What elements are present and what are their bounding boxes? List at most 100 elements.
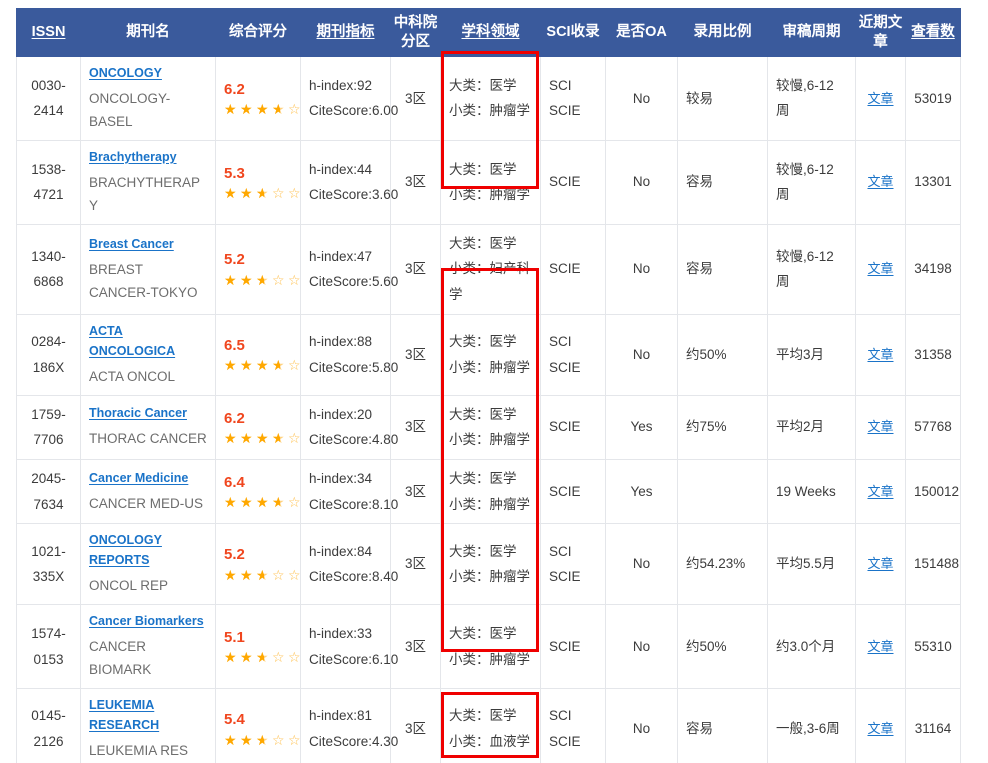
cell-journal-metrics: h-index:33 CiteScore:6.10 bbox=[300, 604, 399, 689]
header-col-journal-name[interactable]: 期刊名 bbox=[80, 8, 216, 57]
cell-issn: 0030-2414 bbox=[16, 56, 81, 141]
cite-score-value: CiteScore:4.80 bbox=[309, 432, 399, 448]
field-major-category: 大类：医学 bbox=[449, 235, 517, 251]
cell-cas-partition: 3区 bbox=[390, 687, 441, 763]
cell-acceptance-rate bbox=[677, 458, 768, 525]
header-col-cas-partition[interactable]: 中科院分区 bbox=[390, 8, 441, 57]
header-col-sci-indexed[interactable]: SCI收录 bbox=[540, 8, 606, 57]
header-col-journal-metrics[interactable]: 期刊指标 bbox=[300, 8, 391, 57]
cell-recent-articles: 文章 bbox=[855, 56, 906, 141]
field-minor-category: 小类：血液学 bbox=[449, 733, 530, 749]
cite-score-value: CiteScore:6.00 bbox=[309, 103, 399, 119]
journal-link[interactable]: Brachytherapy bbox=[89, 149, 177, 164]
cell-is-oa: Yes bbox=[605, 458, 678, 525]
star-icon: ★ ★ bbox=[256, 732, 269, 749]
journal-link[interactable]: Breast Cancer bbox=[89, 236, 174, 251]
field-major-category: 大类：医学 bbox=[449, 625, 517, 641]
cell-overall-score: 6.2★★★★★★★★☆★ bbox=[215, 56, 301, 141]
cite-score-value: CiteScore:4.30 bbox=[309, 733, 399, 749]
h-index-value: h-index:84 bbox=[309, 543, 373, 559]
star-icon: ★ ★ bbox=[224, 567, 237, 584]
header-col-subject-field[interactable]: 学科领域 bbox=[440, 8, 541, 57]
cite-score-value: CiteScore:5.60 bbox=[309, 274, 399, 290]
cell-cas-partition: 3区 bbox=[390, 458, 441, 525]
header-col-recent-articles[interactable]: 近期文章 bbox=[855, 8, 906, 57]
cell-is-oa: No bbox=[605, 56, 678, 141]
table-row: 1340-6868 Breast Cancer BREAST CANCER-TOKY… bbox=[16, 223, 961, 315]
field-major-category: 大类：医学 bbox=[449, 708, 517, 724]
cite-score-value: CiteScore:5.80 bbox=[309, 359, 399, 375]
cell-review-cycle: 约3.0个月 bbox=[767, 604, 856, 689]
header-col-issn[interactable]: ISSN bbox=[16, 8, 81, 57]
h-index-value: h-index:81 bbox=[309, 708, 373, 724]
article-link[interactable]: 文章 bbox=[867, 174, 894, 190]
header-label: 期刊名 bbox=[126, 24, 170, 41]
journal-link[interactable]: ONCOLOGY REPORTS bbox=[89, 533, 162, 568]
article-link[interactable]: 文章 bbox=[867, 483, 894, 499]
cell-overall-score: 5.4★★★★★★☆★☆★ bbox=[215, 687, 301, 763]
cell-subject-field: 大类：医学 小类：肿瘤学 bbox=[440, 139, 541, 225]
star-icon: ☆★ bbox=[288, 186, 301, 203]
header-col-view-count[interactable]: 查看数 bbox=[905, 8, 961, 57]
star-icon: ★ ★ bbox=[240, 732, 253, 749]
header-label: 中科院分区 bbox=[393, 15, 438, 50]
cell-sci-indexed: SCI SCIE bbox=[540, 56, 606, 141]
journal-abbreviation: ACTA ONCOL bbox=[89, 368, 176, 384]
cell-sci-indexed: SCI SCIE bbox=[540, 687, 606, 763]
sci-index-label: SCIE bbox=[549, 261, 581, 277]
cell-view-count: 55310 bbox=[905, 604, 961, 689]
article-link[interactable]: 文章 bbox=[867, 419, 894, 435]
cell-journal-name: Cancer Biomarkers CANCER BIOMARK bbox=[80, 604, 216, 689]
article-link[interactable]: 文章 bbox=[867, 556, 894, 572]
article-link[interactable]: 文章 bbox=[867, 721, 894, 737]
star-icon: ★ ★ bbox=[256, 186, 269, 203]
star-icon: ★ ★ bbox=[224, 272, 237, 289]
star-icon: ★ ★ bbox=[272, 495, 285, 512]
table-row: 1021-335X ONCOLOGY REPORTS ONCOL REP 5.2 ★ ★ ★… bbox=[16, 523, 961, 606]
article-link[interactable]: 文章 bbox=[867, 638, 894, 654]
cell-journal-name: Breast Cancer BREAST CANCER-TOKYO bbox=[80, 223, 216, 315]
article-link[interactable]: 文章 bbox=[867, 90, 894, 106]
cell-sci-indexed: SCIE bbox=[540, 223, 606, 315]
cell-sci-indexed: SCIE bbox=[540, 394, 606, 460]
h-index-value: h-index:33 bbox=[309, 625, 373, 641]
journal-link[interactable]: Cancer Biomarkers bbox=[89, 614, 204, 629]
header-col-review-cycle[interactable]: 审稿周期 bbox=[767, 8, 856, 57]
h-index-value: h-index:34 bbox=[309, 470, 373, 486]
header-col-is-oa[interactable]: 是否OA bbox=[605, 8, 678, 57]
cell-journal-name: LEUKEMIA RESEARCH LEUKEMIA RES bbox=[80, 687, 216, 763]
journal-link[interactable]: LEUKEMIA RESEARCH bbox=[89, 697, 160, 732]
cell-view-count: 31164 bbox=[905, 687, 961, 763]
journal-link[interactable]: ONCOLOGY bbox=[89, 66, 162, 80]
cell-journal-metrics: h-index:20 CiteScore:4.80 bbox=[300, 394, 399, 460]
cell-view-count: 53019 bbox=[905, 56, 961, 141]
cell-journal-metrics: h-index:81 CiteScore:4.30 bbox=[300, 687, 399, 763]
star-icon: ★ ★ bbox=[256, 567, 269, 584]
star-icon: ★ ★ bbox=[272, 431, 285, 447]
journal-link[interactable]: Thoracic Cancer bbox=[89, 406, 187, 421]
cell-issn: 1340-6868 bbox=[16, 223, 81, 315]
star-icon: ☆★ bbox=[288, 650, 301, 667]
cite-score-value: CiteScore:6.10 bbox=[309, 651, 399, 667]
cell-overall-score: 5.1★★★★★★☆★☆★ bbox=[215, 604, 301, 689]
star-icon: ★ ★ bbox=[224, 650, 237, 667]
cell-recent-articles: 文章 bbox=[855, 458, 906, 525]
header-col-overall-score[interactable]: 综合评分 bbox=[215, 8, 301, 57]
header-label: 期刊指标 bbox=[316, 24, 375, 41]
field-minor-category: 小类：肿瘤学 bbox=[449, 569, 530, 585]
cell-journal-metrics: h-index:47 CiteScore:5.60 bbox=[300, 223, 399, 315]
cell-issn: 0284-186X bbox=[16, 313, 81, 396]
article-link[interactable]: 文章 bbox=[867, 346, 894, 362]
star-icon: ★ ★ bbox=[224, 102, 237, 119]
article-link[interactable]: 文章 bbox=[867, 261, 894, 277]
cell-cas-partition: 3区 bbox=[390, 56, 441, 141]
journal-link[interactable]: Cancer Medicine bbox=[89, 470, 189, 485]
cell-cas-partition: 3区 bbox=[390, 394, 441, 460]
header-col-acceptance-rate[interactable]: 录用比例 bbox=[677, 8, 768, 57]
journal-link[interactable]: ACTA ONCOLOGICA bbox=[89, 323, 176, 358]
star-icon: ☆★ bbox=[288, 358, 301, 375]
header-label: 是否OA bbox=[616, 24, 667, 41]
star-icon: ★ ★ bbox=[256, 358, 269, 375]
score-value: 6.4 bbox=[224, 473, 245, 491]
